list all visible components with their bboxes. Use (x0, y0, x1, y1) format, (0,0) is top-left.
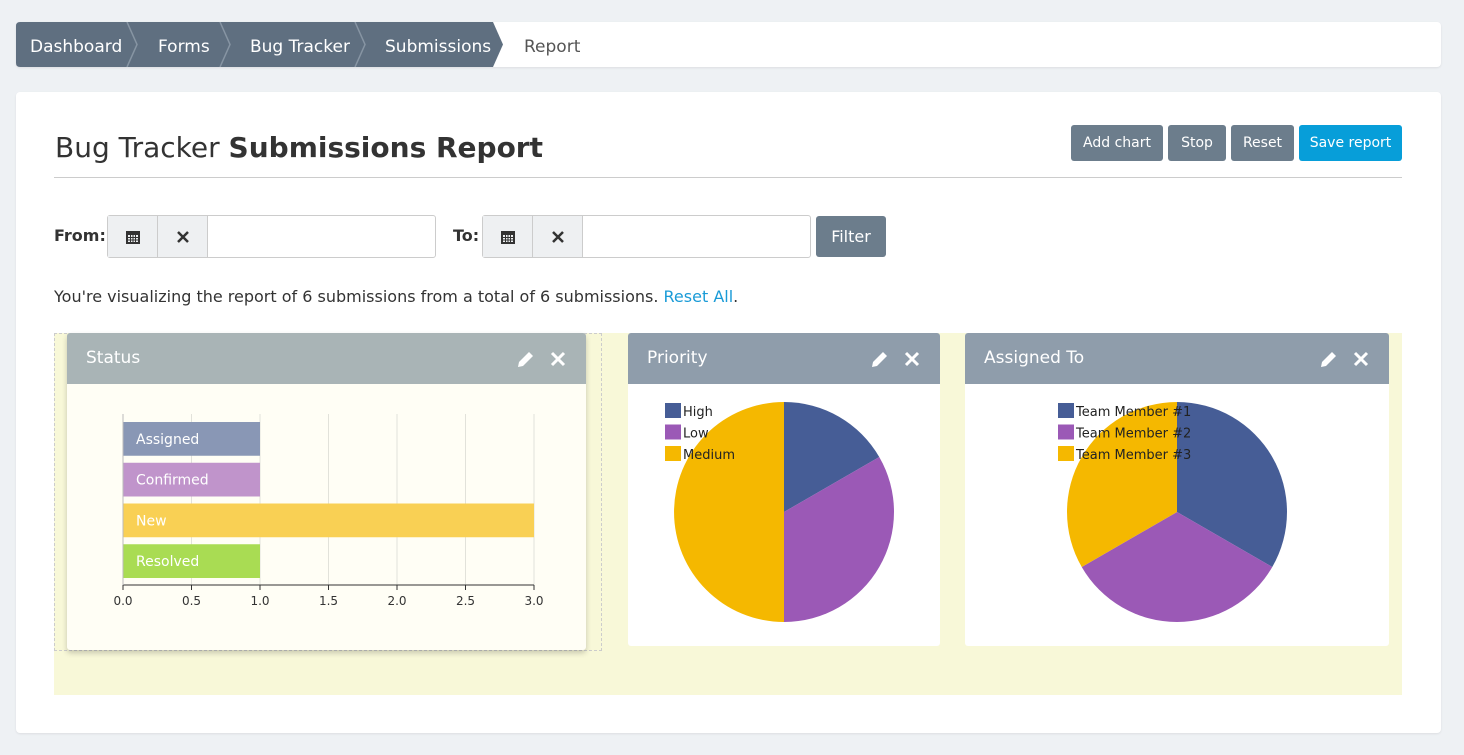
clear-button[interactable] (533, 216, 583, 257)
x-tick-label: 1.0 (250, 594, 269, 608)
panel-actions (1321, 351, 1369, 367)
breadcrumb-bar: Dashboard Forms Bug Tracker Submissions … (16, 22, 1441, 67)
panel-header: Assigned To (965, 333, 1389, 384)
edit-icon[interactable] (872, 352, 887, 367)
x-tick-label: 2.0 (387, 594, 406, 608)
legend-label: High (683, 405, 713, 420)
crumb[interactable]: Bug Tracker (250, 37, 350, 57)
calendar-icon (500, 230, 515, 244)
status-panel: Status 0.0 0.5 1.0 1.5 2.0 2.5 3.0 Assigned Conf… (67, 333, 586, 650)
calendar-button[interactable] (108, 216, 158, 257)
breadcrumb-separators (126, 22, 366, 67)
edit-icon[interactable] (1321, 352, 1336, 367)
legend-swatch (665, 403, 681, 418)
priority-panel: Priority High Low Medium (628, 333, 940, 646)
calendar-button[interactable] (483, 216, 533, 257)
reset-button[interactable]: Reset (1231, 125, 1294, 161)
chart: 0.0 0.5 1.0 1.5 2.0 2.5 3.0 Assigned Confirmed Ne… (113, 414, 544, 608)
x-tick-label: 0.0 (113, 594, 132, 608)
close-icon[interactable] (550, 351, 566, 367)
divider (54, 177, 1402, 178)
panel-header: Status (67, 333, 586, 384)
bar-label: Resolved (136, 554, 199, 570)
stop-button[interactable]: Stop (1168, 125, 1226, 161)
add-chart-button[interactable]: Add chart (1071, 125, 1163, 161)
from-label: From: (54, 226, 106, 245)
summary-suffix: . (733, 287, 739, 306)
panel-title: Status (86, 348, 141, 368)
legend-swatch (665, 446, 681, 461)
bar (123, 503, 534, 538)
clear-icon (551, 230, 564, 243)
filter-button[interactable]: Filter (816, 216, 886, 257)
legend-swatch (1058, 403, 1074, 418)
panel-actions (872, 351, 920, 367)
summary: You're visualizing the report of 6 submi… (54, 287, 738, 306)
summary-text: You're visualizing the report of 6 submi… (54, 287, 659, 306)
legend-swatch (665, 424, 681, 440)
bar (123, 422, 260, 456)
close-icon[interactable] (904, 351, 920, 367)
crumb-current: Report (524, 37, 581, 57)
pie-slice (1081, 512, 1273, 622)
to-label: To: (453, 226, 480, 245)
title-bold: Submissions Report (228, 131, 543, 164)
legend-swatch (1058, 446, 1074, 461)
pie-slice (784, 457, 894, 622)
pie-slice (1177, 402, 1287, 567)
calendar-icon (125, 230, 140, 244)
breadcrumb-bg (16, 22, 503, 67)
clear-icon (176, 230, 189, 243)
legend-label: Team Member #2 (1075, 427, 1191, 442)
pie-slice (674, 402, 784, 622)
x-tick-label: 2.5 (456, 594, 475, 608)
panel-actions (518, 351, 566, 367)
chart: Team Member #1 Team Member #2 Team Member … (1058, 402, 1287, 622)
crumb[interactable]: Forms (158, 37, 210, 57)
save-button[interactable]: Save report (1299, 125, 1402, 161)
panel-title: Priority (647, 348, 708, 368)
panel-title: Assigned To (984, 348, 1085, 368)
x-tick-label: 0.5 (182, 594, 201, 608)
panel-header: Priority (628, 333, 940, 384)
from-input[interactable] (107, 215, 436, 258)
to-input[interactable] (482, 215, 811, 258)
legend-label: Low (683, 427, 709, 442)
legend-swatch (1058, 424, 1074, 440)
x-tick-label: 3.0 (524, 594, 543, 608)
title-light: Bug Tracker (55, 131, 220, 164)
bar-label: New (136, 513, 167, 529)
bar (123, 544, 260, 578)
chart: High Low Medium (665, 402, 894, 622)
bar-label: Confirmed (136, 473, 209, 489)
assigned-panel: Assigned To Team Member #1 Team Member #2… (965, 333, 1389, 646)
close-icon[interactable] (1353, 351, 1369, 367)
legend-label: Medium (683, 448, 735, 463)
legend-label: Team Member #3 (1075, 448, 1191, 463)
reset-all-link[interactable]: Reset All (663, 287, 734, 306)
x-tick-label: 1.5 (319, 594, 338, 608)
crumb[interactable]: Dashboard (30, 37, 122, 57)
page-title: Bug Tracker Submissions Report (55, 131, 543, 164)
clear-button[interactable] (158, 216, 208, 257)
pie-slice (1067, 402, 1177, 567)
bar (123, 462, 260, 497)
pie-slice (784, 402, 880, 512)
bar-label: Assigned (136, 432, 199, 448)
breadcrumb: Dashboard Forms Bug Tracker Submissions … (16, 22, 581, 67)
edit-icon[interactable] (518, 352, 533, 367)
crumb[interactable]: Submissions (385, 37, 491, 57)
legend-label: Team Member #1 (1075, 405, 1191, 420)
